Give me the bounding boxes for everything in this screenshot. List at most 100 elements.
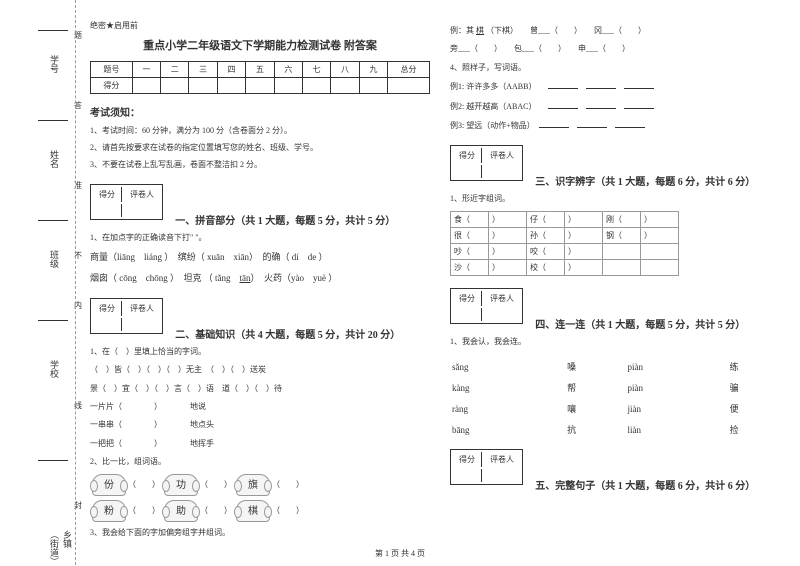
char-cell: 沙（ [451,259,489,275]
notice-item: 3、不要在试卷上乱写乱画，卷面不整洁扣 2 分。 [90,159,430,171]
score-cell[interactable] [217,78,245,94]
paren-cell[interactable]: ） [489,243,527,259]
question-text: 1、在加点字的正确读音下打" "。 [90,231,430,245]
example-text: 例1: 许许多多（AABB） [450,82,532,91]
grader-label: 评卷人 [484,148,520,163]
fill-line: 一串串（ ） 地点头 [90,418,430,432]
example-text: 例3: 望远（动作+物品） [450,121,531,130]
char-table: 食（）仔（）刚（） 很（）孙（）钢（） 吵（）咬（） 沙（）校（） [450,211,679,276]
char-cell: 嗓 [567,357,625,376]
question-text: 1、我会认，我会连。 [450,335,790,349]
header-cell: 八 [331,62,359,78]
char-cell: 骗 [730,378,788,397]
blank[interactable] [577,118,607,128]
score-cell[interactable] [274,78,302,94]
blank[interactable] [615,118,645,128]
score-cell[interactable] [132,78,160,94]
score-cell[interactable] [246,78,274,94]
score-blank[interactable] [453,165,482,178]
blank[interactable] [548,99,578,109]
grader-blank[interactable] [484,469,520,482]
score-blank[interactable] [93,204,122,217]
blank[interactable] [624,99,654,109]
page-content: 绝密★启用前 重点小学二年级语文下学期能力检测试卷 附答案 题号 一 二 三 四… [90,20,790,544]
char-cell: 便 [730,399,788,418]
pinyin-underline: tān [240,273,251,283]
paren-cell[interactable]: ） [565,227,603,243]
flower-char: 功 [164,474,198,496]
paren-cell[interactable]: ） [489,227,527,243]
example-line: 例1: 许许多多（AABB） [450,79,790,94]
score-blank[interactable] [453,469,482,482]
table-row: 题号 一 二 三 四 五 六 七 八 九 总分 [91,62,430,78]
score-label-cell: 得分 [91,78,133,94]
example-text: 例2: 越开越高（ABAC） [450,102,532,111]
confidential-label: 绝密★启用前 [90,20,430,31]
grader-blank[interactable] [484,308,520,321]
score-cell[interactable] [388,78,430,94]
question-text: 4、照样子，写词语。 [450,61,790,75]
grader-label: 评卷人 [484,291,520,306]
pinyin-text: ） 火药（yào yuè ） [251,273,338,283]
paren-cell[interactable]: ） [565,243,603,259]
char-cell: 抗 [567,420,625,439]
char-cell: 很（ [451,227,489,243]
pinyin-text: 烟囱（ cōng chōng ） 坦克 （ tǎng [90,273,240,283]
table-row: sǎng嗓piàn练 [452,357,788,376]
question-text: 1、形近字组词。 [450,192,790,206]
paren-cell[interactable]: ） [641,227,679,243]
flower-char: 旗 [236,474,270,496]
blank[interactable] [539,118,569,128]
char-cell: 仔（ [527,211,565,227]
blank[interactable] [586,79,616,89]
header-cell: 二 [161,62,189,78]
score-cell[interactable] [161,78,189,94]
example-label: 例：其 [450,26,474,35]
header-cell: 五 [246,62,274,78]
blank[interactable] [624,79,654,89]
header-cell: 三 [189,62,217,78]
example-line: 旁___（ ） 包___（ ） 申___（ ） [450,42,790,56]
table-row: bāng抗liàn捡 [452,420,788,439]
grader-box: 得分 评卷人 [90,184,163,220]
right-column: 例：其 棋 （下棋） 曾___（ ） 冈___（ ） 旁___（ ） 包___（… [450,20,790,544]
char-cell: 吵（ [451,243,489,259]
char-cell: 校（ [527,259,565,275]
flower-char: 助 [164,500,198,522]
pinyin-cell: jiàn [627,399,727,418]
notice-title: 考试须知： [90,104,430,119]
char-cell: 捡 [730,420,788,439]
example-line: 例2: 越开越高（ABAC） [450,99,790,114]
score-cell[interactable] [331,78,359,94]
header-cell: 总分 [388,62,430,78]
score-blank[interactable] [93,318,122,331]
grader-blank[interactable] [124,204,160,217]
header-cell: 七 [302,62,330,78]
char-cell: 帮 [567,378,625,397]
table-row: 食（）仔（）刚（） [451,211,679,227]
grader-blank[interactable] [484,165,520,178]
char-cell: 钢（ [603,227,641,243]
blank[interactable] [548,79,578,89]
pinyin-cell: liàn [627,420,727,439]
side-label-class: 班级 [48,250,61,268]
example-line: 例：其 棋 （下棋） 曾___（ ） 冈___（ ） [450,24,790,38]
score-blank[interactable] [453,308,482,321]
paren-cell[interactable]: ） [565,259,603,275]
header-cell: 题号 [91,62,133,78]
pinyin-cell: bāng [452,420,565,439]
score-cell[interactable] [359,78,387,94]
table-row: 得分 [91,78,430,94]
score-cell[interactable] [302,78,330,94]
score-cell[interactable] [189,78,217,94]
paren-cell[interactable]: ） [489,211,527,227]
char-cell: 嚷 [567,399,625,418]
paren-cell[interactable]: ） [641,211,679,227]
section-2-title: 二、基础知识（共 4 大题，每题 5 分，共计 20 分） [175,330,400,341]
blank[interactable] [586,99,616,109]
table-row: ràng嚷jiàn便 [452,399,788,418]
paren-cell[interactable]: ） [565,211,603,227]
table-row: 吵（）咬（） [451,243,679,259]
paren-cell[interactable]: ） [489,259,527,275]
grader-blank[interactable] [124,318,160,331]
